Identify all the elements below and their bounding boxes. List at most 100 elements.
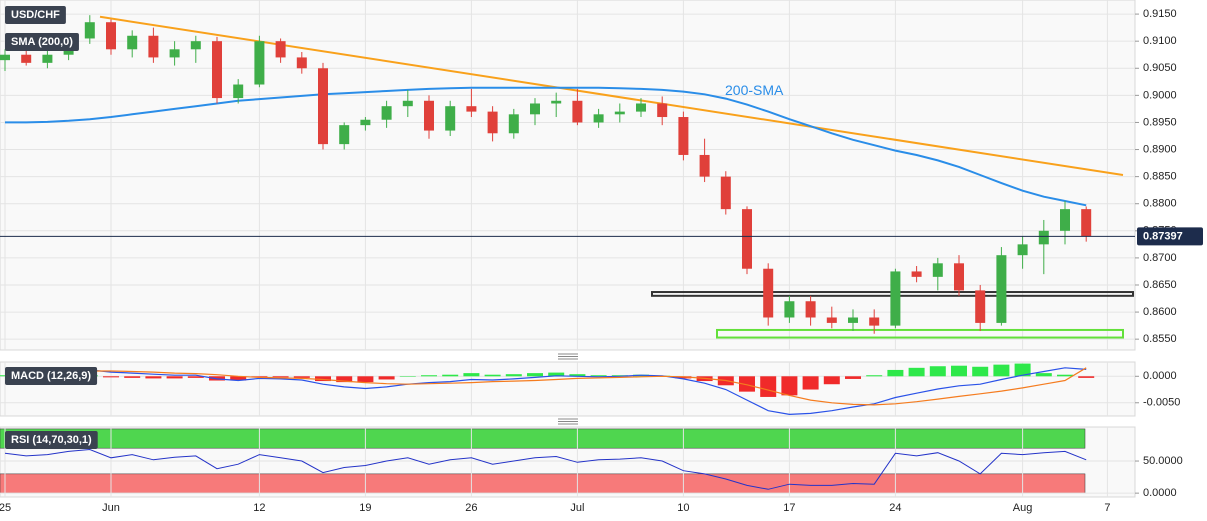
histogram-bar [527,373,543,377]
y-tick-label: 0.9050 [1143,62,1177,74]
histogram-bar [145,376,162,379]
y-tick-label: -0.0050 [1143,397,1180,409]
macd-panel [0,361,1136,417]
histogram-bar [1078,376,1095,378]
candle-body [233,84,244,99]
histogram-bar [442,374,459,377]
y-tick-label: 0.8800 [1143,198,1177,210]
x-tick-label: Jul [570,502,584,514]
candle-body [0,54,10,61]
legend-text: USD/CHF [11,9,60,21]
candle-body [466,106,477,112]
candle-body [975,290,986,323]
x-tick-label: 10 [677,502,689,514]
candle-body [402,100,413,107]
candle-body [42,54,53,63]
histogram-bar [569,374,586,377]
y-tick-label: 0.8600 [1143,306,1177,318]
candle-body [763,268,774,318]
candle-body [169,49,180,58]
histogram-bar [315,376,331,382]
candle-body [954,263,964,291]
histogram-bar [1035,373,1052,377]
legend-text: MACD (12,26,9) [11,370,91,382]
candle-body [826,317,837,323]
legend-bg [5,6,66,24]
price-tag-label: 0.87397 [1143,230,1183,242]
y-tick-label: 50.0000 [1143,455,1183,467]
histogram-bar [887,369,904,377]
series-line [5,86,1087,207]
candle-body [21,54,32,63]
candle-body [487,111,498,134]
candle-body [84,22,95,39]
histogram-bar [272,376,289,378]
histogram-bar [845,376,861,379]
panel-grip[interactable] [558,353,578,425]
candle-body [1017,244,1028,256]
rsi-zone [0,428,1086,449]
candle-body [127,35,138,50]
candle-body [572,100,583,123]
y-tick-label: 0.9150 [1143,8,1177,20]
candle-body [699,154,710,177]
histogram-bar [929,366,946,377]
x-tick-label: 24 [889,502,901,514]
price-tag [1137,227,1203,246]
histogram-bar [421,375,437,377]
candle-body [657,103,668,118]
histogram-bar [399,376,416,377]
candle-body [1081,209,1092,237]
legend-text: SMA (200,0) [11,36,73,48]
candle-body [296,57,307,69]
legend-box: MACD (12,26,9) [5,367,98,385]
series-line [5,367,1087,406]
candle-body [742,209,752,269]
candle-body [614,111,625,115]
candle-body [148,35,159,58]
candle-body [212,41,222,99]
candle-body [424,100,434,131]
histogram-bar [357,376,374,383]
histogram-bar [1057,374,1073,377]
histogram-bar [124,376,141,378]
y-tick-label: 0.9000 [1143,89,1177,101]
y-tick-label: 0.0000 [1143,487,1177,499]
x-tick-label: Jun [102,502,120,514]
rsi-zone [0,473,1086,494]
histogram-bar [230,376,247,381]
y-tick-label: 0.8950 [1143,116,1177,128]
histogram-bar [739,376,755,392]
y-tick-label: 0.9100 [1143,35,1177,47]
histogram-bar [166,376,183,379]
candle-body [869,317,880,326]
x-tick-label: Aug [1013,502,1033,514]
x-tick-label: 17 [783,502,795,514]
x-tick-label: 19 [359,502,371,514]
candle-body [381,106,392,120]
candle-body [890,271,901,326]
series-line [4,367,1087,416]
y-tick-label: 0.8900 [1143,143,1177,155]
histogram-bar [103,376,119,378]
x-tick-label: 25 [0,502,11,514]
candle-body [996,255,1007,323]
histogram-bar [972,366,989,377]
histogram-bar [951,365,967,377]
candle-body [106,22,116,50]
candle-body [254,41,265,85]
candle-body [190,41,201,50]
histogram-bar [463,373,480,377]
candle-body [720,176,731,210]
candle-body [932,263,943,277]
candle-body [805,301,816,318]
histogram-bar [908,367,925,377]
y-tick-label: 0.8700 [1143,252,1177,264]
candle-body [784,301,795,318]
legend-box: SMA (200,0) [5,33,79,51]
histogram-bar [336,376,353,383]
histogram-bar [505,374,522,377]
level-zone [716,328,1124,339]
candle-body [678,117,689,155]
candle-body [360,119,371,126]
